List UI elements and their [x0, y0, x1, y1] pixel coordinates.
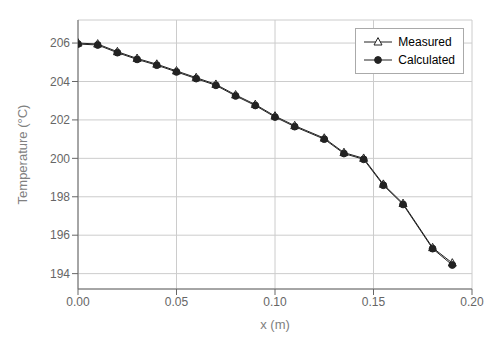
html-text:Calculated: Calculated [398, 53, 455, 67]
svg-text:194: 194 [50, 267, 70, 281]
svg-text:200: 200 [50, 152, 70, 166]
html-text:Measured: Measured [398, 35, 452, 49]
svg-text:202: 202 [50, 113, 70, 127]
svg-text:x (m): x (m) [260, 317, 290, 332]
svg-text:0.10: 0.10 [263, 295, 287, 309]
svg-text:Temperature (°C): Temperature (°C) [15, 105, 30, 205]
svg-text:0.00: 0.00 [66, 295, 90, 309]
svg-text:196: 196 [50, 228, 70, 242]
svg-text:204: 204 [50, 75, 70, 89]
svg-text:0.15: 0.15 [362, 295, 386, 309]
svg-text:206: 206 [50, 36, 70, 50]
svg-text:198: 198 [50, 190, 70, 204]
svg-text:0.05: 0.05 [165, 295, 189, 309]
svg-text:0.20: 0.20 [460, 295, 484, 309]
